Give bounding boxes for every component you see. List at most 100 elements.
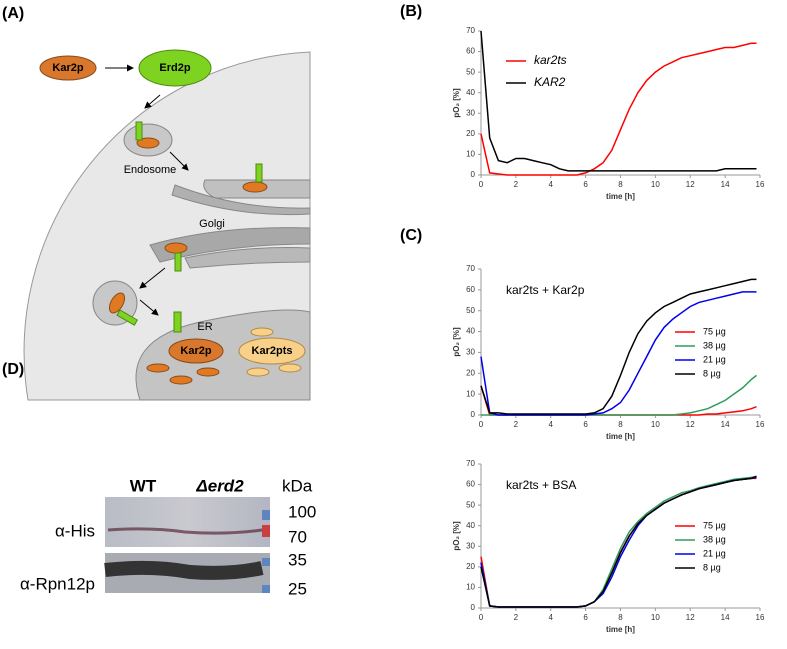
y-tick-label: 60 [466,285,475,294]
band [104,560,264,580]
annotation: kar2ts + BSA [506,478,576,492]
x-tick-label: 8 [618,180,623,189]
erd2p-shape [138,49,212,87]
y-tick-label: 30 [466,541,475,550]
x-tick-label: 10 [651,420,660,429]
cargo [164,242,188,254]
x-tick-label: 0 [479,180,484,189]
x-tick-label: 6 [583,420,588,429]
marker-dot [262,558,270,566]
unit-label: kDa [282,476,313,495]
receptor [173,311,182,333]
x-tick-label: 16 [756,180,765,189]
y-tick-label: 20 [466,368,475,377]
legend-label: KAR2 [534,75,566,89]
legend-label: kar2ts [534,53,567,67]
er-kar2p-shape [168,338,224,364]
marker-dot [262,510,270,520]
y-tick-label: 10 [466,389,475,398]
antibody-label: α-His [55,521,95,540]
marker-label: 70 [288,527,307,546]
x-tick-label: 0 [479,420,484,429]
series-line [480,42,757,176]
series-line [480,385,757,416]
x-tick-label: 2 [514,420,519,429]
y-tick-label: 40 [466,88,475,97]
arrow [144,94,161,109]
panel-label: (D) [2,361,24,378]
protein [246,367,270,377]
y-axis-label: pO₂ [%] [452,327,461,357]
series-line [480,291,757,416]
antibody-label: α-Rpn12p [20,574,95,593]
x-tick-label: 12 [686,613,695,622]
protein [146,363,170,373]
label: Kar2p [52,62,83,74]
x-tick-label: 10 [651,613,660,622]
panel-label: (A) [2,5,24,22]
x-tick-label: 16 [756,613,765,622]
y-tick-label: 50 [466,306,475,315]
lane-label: WT [130,476,157,495]
x-tick-label: 4 [549,613,554,622]
panel-label: (C) [400,227,422,244]
y-tick-label: 20 [466,562,475,571]
receptor [174,252,182,272]
x-tick-label: 2 [514,180,519,189]
y-tick-label: 20 [466,129,475,138]
arrow [169,151,189,171]
legend-label: 21 µg [703,354,726,364]
y-tick-label: 0 [471,603,476,612]
protein [169,375,193,385]
y-tick-label: 40 [466,327,475,336]
receptor [255,163,263,183]
legend-label: 38 µg [703,340,726,350]
x-tick-label: 10 [651,180,660,189]
y-axis-label: pO₂ [%] [452,521,461,551]
label: Kar2p [180,345,211,357]
y-tick-label: 60 [466,47,475,56]
y-tick-label: 10 [466,150,475,159]
marker-dot [262,585,270,593]
protein [278,363,302,373]
kar2p-shape [39,55,97,81]
diagram: Kar2p Erd2p Endosome Golgi ER Kar2p Kar2… [23,49,311,401]
panel-label: (B) [400,3,422,20]
protein [250,327,274,337]
er-kar2pts-shape [238,337,306,365]
receptor [116,309,139,326]
x-tick-label: 12 [686,180,695,189]
lane-label: Δerd2 [195,476,244,495]
y-tick-label: 70 [466,459,475,468]
x-tick-label: 12 [686,420,695,429]
label: ER [197,321,212,333]
marker-label: 35 [288,550,307,569]
x-tick-label: 6 [583,613,588,622]
x-tick-label: 2 [514,613,519,622]
x-tick-label: 14 [721,613,730,622]
series-line [480,475,757,608]
band [107,527,263,535]
y-tick-label: 30 [466,108,475,117]
x-tick-label: 14 [721,180,730,189]
x-tick-label: 4 [549,180,554,189]
series-line [480,278,757,415]
label: Endosome [124,164,177,176]
receptor [135,121,143,141]
y-tick-label: 0 [471,410,476,419]
golgi-cisterna [149,227,311,263]
y-tick-label: 40 [466,521,475,530]
legend-label: 38 µg [703,534,726,544]
y-tick-label: 30 [466,348,475,357]
x-tick-label: 6 [583,180,588,189]
x-tick-label: 4 [549,420,554,429]
series-line [480,30,757,172]
arrow [139,267,166,289]
x-tick-label: 16 [756,420,765,429]
y-tick-label: 50 [466,67,475,76]
x-tick-label: 0 [479,613,484,622]
x-axis-label: time [h] [606,625,635,634]
protein [196,367,220,377]
y-tick-label: 70 [466,264,475,273]
